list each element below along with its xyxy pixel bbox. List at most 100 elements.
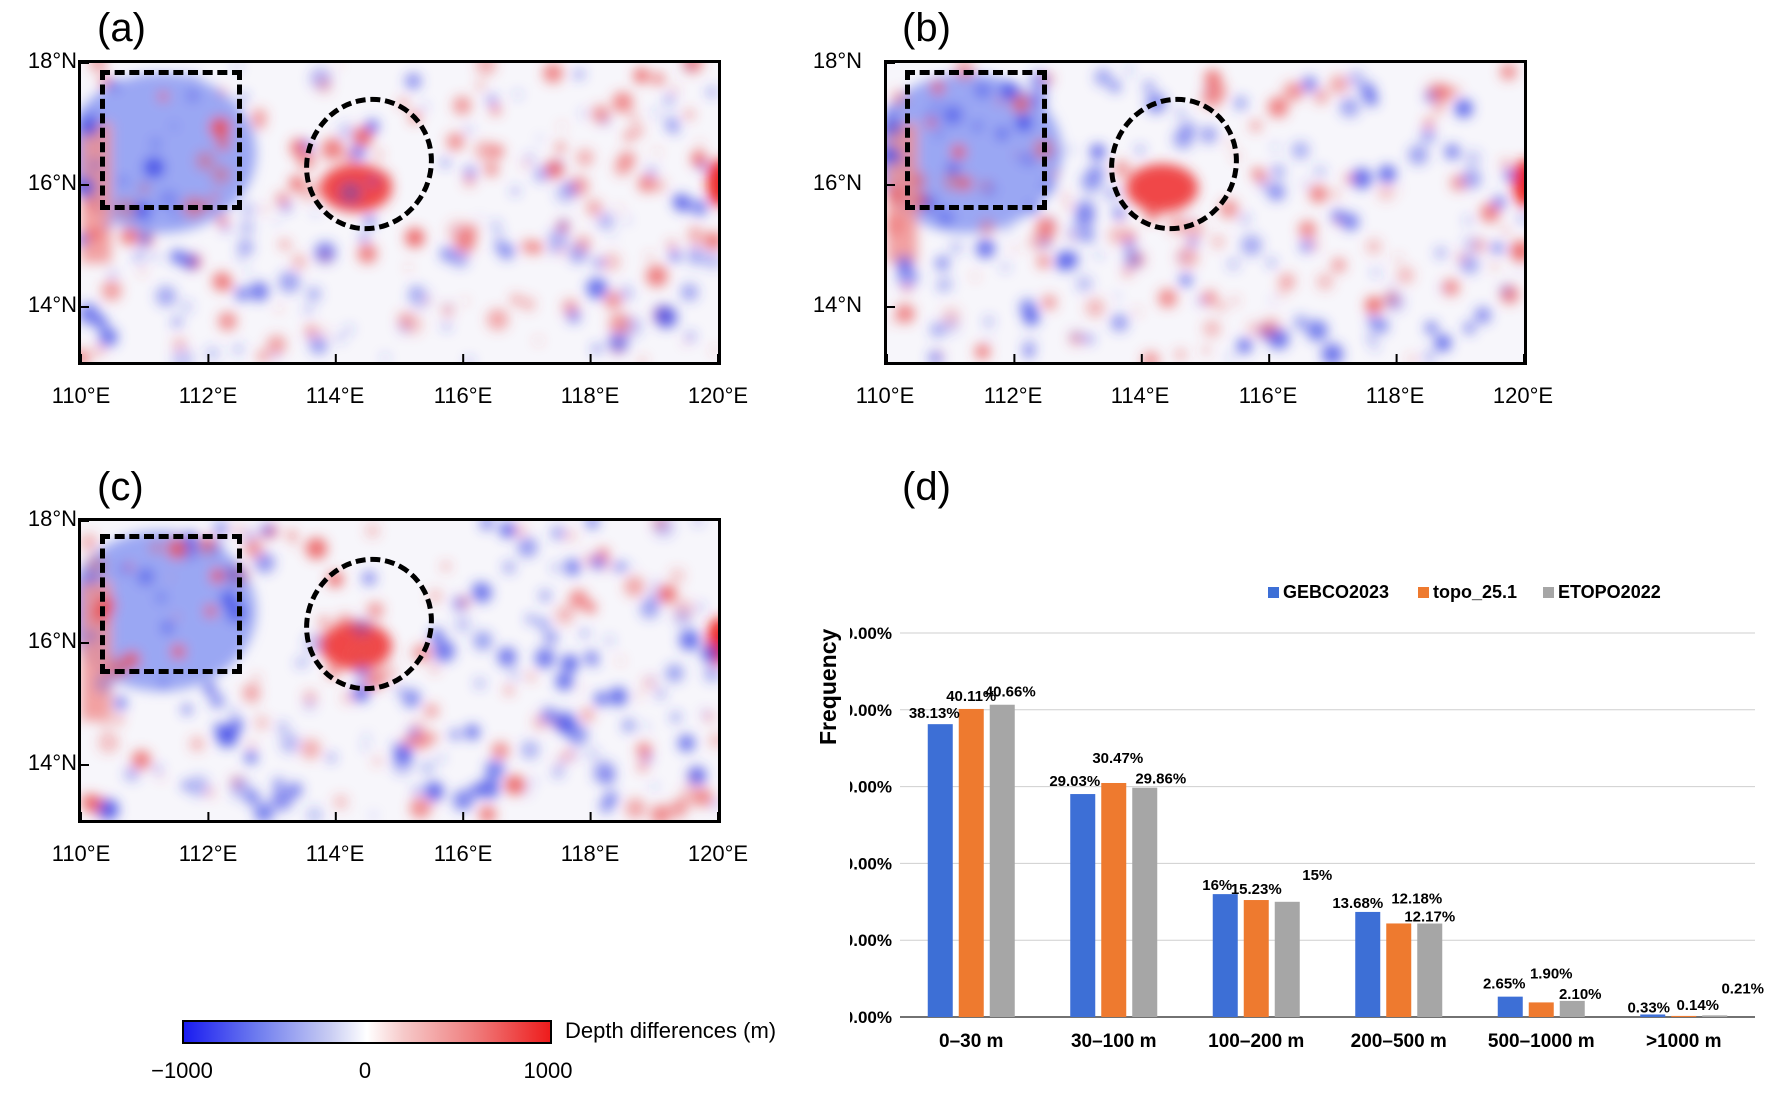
lon-label-114e: 114°E (305, 841, 365, 866)
lon-label-116e: 116°E (433, 841, 493, 866)
bar-etopo2022 (1274, 901, 1300, 1017)
data-label: 16% (1202, 877, 1232, 894)
bar-etopo2022 (1132, 787, 1158, 1017)
legend-swatch (1268, 587, 1279, 598)
y-tick-label: 50.00% (850, 624, 892, 643)
study-area-dashed-box (905, 70, 1047, 210)
data-label: 1.90% (1530, 965, 1573, 982)
colorbar-title: Depth differences (m) (565, 1018, 777, 1043)
bar-gebco2023 (1640, 1014, 1666, 1017)
y-tick-label: 20.00% (850, 854, 892, 873)
lat-label-18n: 18°N (27, 48, 77, 73)
data-label: 15% (1302, 867, 1332, 884)
panel-label-d: (d) (902, 465, 951, 509)
bar-gebco2023 (927, 724, 953, 1017)
y-tick-label: 30.00% (850, 778, 892, 797)
data-label: 29.03% (1049, 773, 1100, 790)
bar-gebco2023 (1070, 794, 1096, 1017)
data-label: 0.33% (1627, 999, 1670, 1016)
lon-label-112e: 112°E (983, 383, 1043, 408)
lat-label-14n: 14°N (27, 292, 77, 317)
bar-topo-25-1 (1386, 923, 1412, 1017)
depth-difference-map-b (884, 60, 1527, 365)
lon-label-112e: 112°E (178, 841, 238, 866)
data-label: 12.18% (1391, 890, 1442, 907)
y-tick-label: 0.00% (850, 1008, 892, 1027)
lon-label-118e: 118°E (1365, 383, 1425, 408)
data-label: 38.13% (909, 705, 960, 722)
data-label: 2.10% (1559, 986, 1602, 1003)
lat-label-16n: 16°N (812, 170, 862, 195)
depth-difference-field (81, 521, 718, 820)
lon-label-120e: 120°E (687, 383, 749, 408)
panel-label-c: (c) (97, 465, 144, 509)
y-tick-label: 10.00% (850, 931, 892, 950)
x-tick-label: 500–1000 m (1488, 1031, 1595, 1052)
bar-gebco2023 (1497, 996, 1523, 1017)
panel-label-b: (b) (902, 6, 951, 50)
lon-label-110e: 110°E (51, 383, 111, 408)
lat-label-18n: 18°N (27, 506, 77, 531)
lat-label-18n: 18°N (812, 48, 862, 73)
bar-etopo2022 (1559, 1000, 1585, 1017)
data-label: 30.47% (1092, 750, 1143, 767)
data-label: 12.17% (1404, 909, 1455, 926)
absolute-deviation-bar-chart: 0.00% 10.00% 20.00% 30.00% 40.00% 50.00% 0–30 … (850, 582, 1764, 1052)
colorbar-tick-max: 1000 (523, 1058, 573, 1083)
legend-entry: ETOPO2022 (1558, 582, 1661, 602)
bar-topo-25-1 (1671, 1015, 1697, 1017)
bar-etopo2022 (1702, 1015, 1728, 1017)
bar-topo-25-1 (958, 708, 984, 1017)
lon-label-112e: 112°E (178, 383, 238, 408)
lon-label-116e: 116°E (433, 383, 493, 408)
bar-gebco2023 (1212, 894, 1238, 1017)
lon-label-118e: 118°E (560, 841, 620, 866)
data-label: 0.14% (1676, 997, 1719, 1014)
legend-swatch (1418, 587, 1429, 598)
bar-gebco2023 (1355, 911, 1381, 1017)
data-label: 2.65% (1483, 976, 1526, 993)
data-label: 15.23% (1231, 881, 1282, 898)
bar-topo-25-1 (1101, 782, 1127, 1017)
x-tick-label: >1000 m (1646, 1031, 1722, 1052)
bar-topo-25-1 (1528, 1002, 1554, 1017)
lon-label-110e: 110°E (51, 841, 111, 866)
x-tick-label: 30–100 m (1071, 1031, 1157, 1052)
legend-entry: topo_25.1 (1433, 582, 1517, 602)
lon-label-118e: 118°E (560, 383, 620, 408)
data-label: 29.86% (1135, 771, 1186, 788)
lon-label-114e: 114°E (305, 383, 365, 408)
bar-etopo2022 (989, 704, 1015, 1017)
depth-difference-map-a (78, 60, 721, 365)
y-tick-label: 40.00% (850, 701, 892, 720)
lon-label-120e: 120°E (1492, 383, 1554, 408)
lat-label-14n: 14°N (812, 292, 862, 317)
depth-difference-colorbar (182, 1020, 552, 1044)
study-area-dashed-box (100, 534, 242, 674)
panel-label-a: (a) (97, 6, 146, 50)
x-tick-label: 200–500 m (1351, 1031, 1447, 1052)
legend-swatch (1543, 587, 1554, 598)
colorbar-tick-min: −1000 (151, 1058, 213, 1083)
bar-etopo2022 (1417, 923, 1443, 1017)
lon-label-116e: 116°E (1238, 383, 1298, 408)
data-label: 13.68% (1332, 895, 1383, 912)
bar-topo-25-1 (1243, 900, 1269, 1017)
x-tick-label: 100–200 m (1208, 1031, 1304, 1052)
lon-label-110e: 110°E (855, 383, 915, 408)
legend-entry: GEBCO2023 (1283, 582, 1389, 602)
lat-label-16n: 16°N (27, 628, 77, 653)
lat-label-14n: 14°N (27, 750, 77, 775)
study-area-dashed-box (100, 70, 242, 210)
depth-difference-field (887, 63, 1524, 362)
x-tick-label: 0–30 m (939, 1031, 1003, 1052)
lon-label-120e: 120°E (687, 841, 749, 866)
lat-label-16n: 16°N (27, 170, 77, 195)
data-label: 0.21% (1721, 980, 1764, 997)
data-label: 40.66% (985, 684, 1036, 701)
y-axis-title: Frequency (815, 628, 841, 745)
data-label: 40.11% (946, 688, 996, 705)
lon-label-114e: 114°E (1110, 383, 1170, 408)
depth-difference-field (81, 63, 718, 362)
colorbar-tick-zero: 0 (358, 1058, 372, 1083)
